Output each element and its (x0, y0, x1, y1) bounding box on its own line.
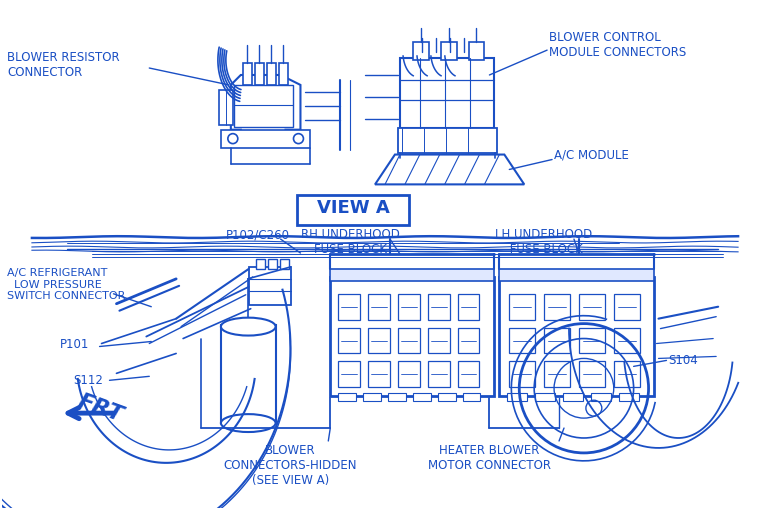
Bar (398, 128, 498, 153)
Bar (462, 393, 481, 402)
Bar (368, 362, 390, 387)
Bar (428, 294, 449, 320)
Bar (499, 269, 654, 281)
Text: S104: S104 (668, 354, 698, 367)
Bar (579, 294, 604, 320)
Bar (256, 260, 265, 269)
Bar (579, 362, 604, 387)
Text: BLOWER CONTROL
MODULE CONNECTORS: BLOWER CONTROL MODULE CONNECTORS (549, 31, 687, 59)
Bar (458, 362, 479, 387)
Bar (338, 328, 360, 354)
Bar (509, 362, 535, 387)
Bar (441, 43, 457, 61)
Bar (243, 64, 252, 86)
FancyBboxPatch shape (297, 196, 409, 225)
Polygon shape (375, 155, 525, 185)
Text: P102/C260: P102/C260 (226, 228, 290, 241)
Bar (499, 277, 654, 397)
Text: P101: P101 (60, 337, 89, 350)
Bar (458, 294, 479, 320)
Ellipse shape (221, 414, 276, 432)
Bar (233, 86, 293, 127)
Text: A/C MODULE: A/C MODULE (554, 148, 629, 161)
Bar (330, 277, 495, 397)
Bar (221, 130, 310, 148)
Bar (614, 362, 640, 387)
Bar (338, 362, 360, 387)
Bar (413, 393, 431, 402)
Bar (619, 393, 639, 402)
Text: BLOWER RESISTOR
CONNECTOR: BLOWER RESISTOR CONNECTOR (7, 51, 120, 79)
Bar (249, 267, 290, 305)
Bar (509, 328, 535, 354)
Bar (428, 328, 449, 354)
Bar (266, 64, 276, 86)
Bar (363, 393, 381, 402)
Bar (279, 64, 287, 86)
Bar (398, 294, 420, 320)
Bar (368, 328, 390, 354)
Bar (544, 362, 570, 387)
Bar (508, 393, 527, 402)
Bar (413, 43, 429, 61)
Polygon shape (231, 76, 300, 140)
Text: HEATER BLOWER
MOTOR CONNECTOR: HEATER BLOWER MOTOR CONNECTOR (428, 443, 551, 471)
Text: FRT: FRT (74, 390, 125, 425)
Bar (544, 328, 570, 354)
Bar (544, 294, 570, 320)
Text: BLOWER
CONNECTORS-HIDDEN
(SEE VIEW A): BLOWER CONNECTORS-HIDDEN (SEE VIEW A) (223, 443, 357, 486)
Bar (400, 59, 495, 128)
Bar (428, 362, 449, 387)
Bar (591, 393, 611, 402)
Bar (614, 328, 640, 354)
Bar (398, 328, 420, 354)
Text: RH UNDERHOOD
FUSE BLOCK: RH UNDERHOOD FUSE BLOCK (301, 228, 399, 256)
Text: A/C REFRIGERANT
  LOW PRESSURE
SWITCH CONNECTOR: A/C REFRIGERANT LOW PRESSURE SWITCH CONN… (7, 267, 125, 300)
Bar (338, 393, 356, 402)
Bar (330, 269, 495, 281)
Bar (563, 393, 583, 402)
Bar (614, 294, 640, 320)
Bar (219, 91, 233, 125)
Bar (468, 43, 485, 61)
Text: LH UNDERHOOD
 FUSE BLOCK: LH UNDERHOOD FUSE BLOCK (495, 228, 593, 256)
Bar (267, 260, 276, 269)
Bar (255, 64, 263, 86)
Text: S112: S112 (74, 374, 104, 387)
Bar (458, 328, 479, 354)
Bar (438, 393, 455, 402)
Bar (535, 393, 555, 402)
Ellipse shape (221, 318, 276, 336)
Bar (338, 294, 360, 320)
Bar (509, 294, 535, 320)
Bar (398, 362, 420, 387)
Text: VIEW A: VIEW A (316, 199, 389, 217)
Bar (221, 325, 276, 423)
Bar (579, 328, 604, 354)
Bar (368, 294, 390, 320)
Bar (388, 393, 406, 402)
Bar (280, 260, 289, 269)
